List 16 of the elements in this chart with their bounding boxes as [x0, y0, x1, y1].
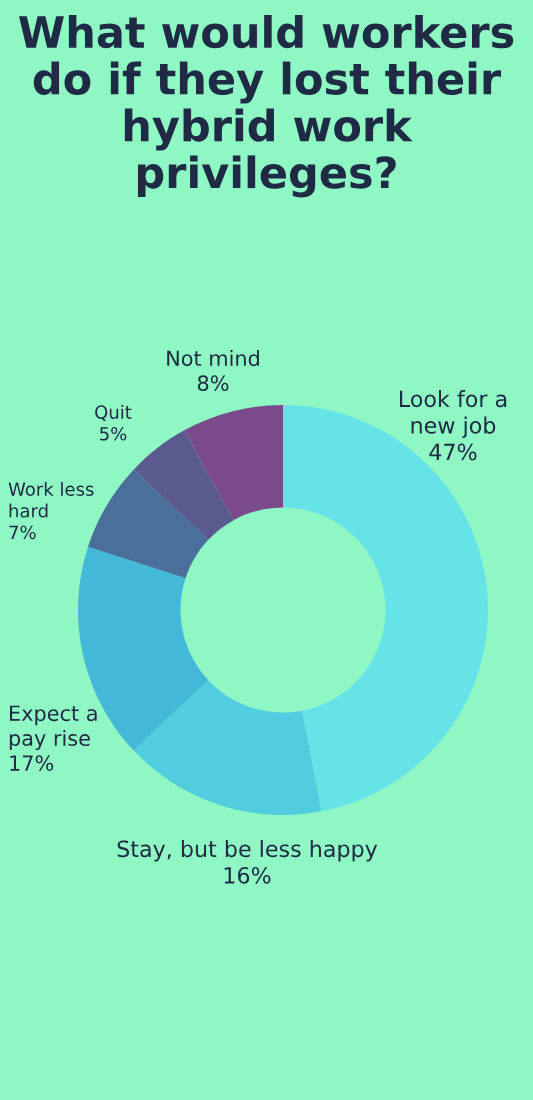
- data-label: 17%: [10, 755, 54, 771]
- slice-label: Quit: [95, 405, 132, 422]
- slice-label: Look for a new job: [400, 390, 507, 439]
- slice-label: Not mind: [167, 350, 259, 367]
- donut-slice: [184, 405, 283, 521]
- data-label: 8%: [197, 375, 229, 392]
- data-label: 5%: [100, 426, 127, 441]
- donut-slice: [133, 430, 234, 540]
- chart-title: What would workers do if they lost their hybrid work privileges?: [19, 15, 514, 198]
- data-label: 47%: [429, 443, 477, 461]
- data-label: 16%: [224, 866, 271, 884]
- data-label: 7%: [9, 525, 36, 540]
- slice-label: Expect a pay rise: [9, 705, 97, 751]
- slice-label: Stay, but be less happy: [117, 840, 378, 862]
- slice-label: Work less hard: [8, 482, 94, 518]
- donut-slice: [133, 680, 322, 815]
